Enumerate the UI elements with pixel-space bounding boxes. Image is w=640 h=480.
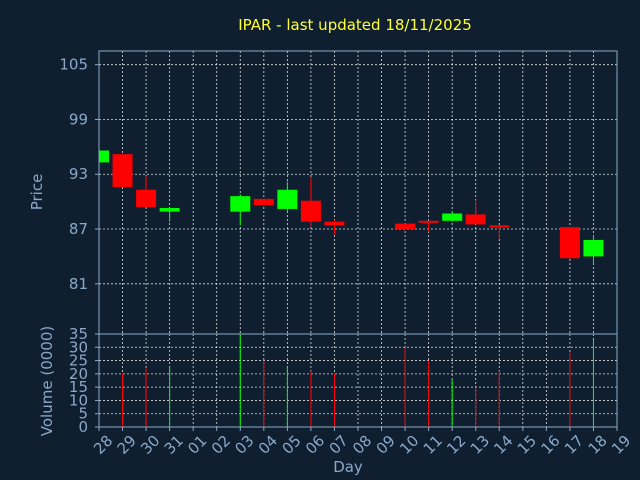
volume-tick-label: 30 xyxy=(69,338,88,356)
candle-body xyxy=(465,214,486,225)
candle-body xyxy=(99,150,109,163)
x-tick-label: 28 xyxy=(90,432,116,458)
volume-bars xyxy=(122,334,594,427)
candle-body xyxy=(277,189,298,209)
candle-body xyxy=(489,225,510,228)
candle-body xyxy=(136,189,157,208)
candle-body xyxy=(112,154,133,188)
x-tick-label: 29 xyxy=(114,432,140,458)
candle-body xyxy=(159,208,180,212)
volume-grid xyxy=(99,334,617,427)
volume-tick-label: 0 xyxy=(78,418,88,436)
volume-tick-label: 5 xyxy=(78,405,88,423)
x-tick-label: 31 xyxy=(161,432,187,458)
candle-body xyxy=(230,196,251,212)
x-tick-label: 15 xyxy=(514,432,540,458)
candles xyxy=(98,150,604,265)
x-tick-label: 13 xyxy=(467,432,493,458)
candle-body xyxy=(418,220,439,223)
candle-body xyxy=(395,223,416,230)
volume-tick-label: 15 xyxy=(69,378,88,396)
x-ticks: 2829303101020304050607080910111213141516… xyxy=(90,427,634,458)
x-tick-label: 16 xyxy=(537,432,563,458)
x-tick-label: 19 xyxy=(608,432,634,458)
candle-body xyxy=(583,239,604,257)
price-y-ticks: 105 99 93 87 81 xyxy=(59,56,99,293)
x-tick-label: 17 xyxy=(561,432,587,458)
chart-title: IPAR - last updated 18/11/2025 xyxy=(238,16,472,34)
volume-tick-label: 25 xyxy=(69,352,88,370)
x-tick-label: 02 xyxy=(208,432,234,458)
x-tick-label: 03 xyxy=(231,432,257,458)
x-tick-label: 18 xyxy=(585,432,611,458)
x-tick-label: 14 xyxy=(490,432,516,458)
x-tick-label: 05 xyxy=(278,432,304,458)
price-tick-label: 99 xyxy=(69,110,88,128)
candle-body xyxy=(253,198,274,206)
candle-body xyxy=(442,213,463,221)
candle-body xyxy=(300,200,321,222)
volume-tick-label: 20 xyxy=(69,365,88,383)
x-tick-label: 30 xyxy=(137,432,163,458)
price-grid xyxy=(99,51,617,334)
candle-body xyxy=(559,227,580,259)
price-tick-label: 105 xyxy=(59,56,88,74)
price-tick-label: 87 xyxy=(69,220,88,238)
x-tick-label: 12 xyxy=(443,432,469,458)
x-tick-label: 09 xyxy=(373,432,399,458)
x-tick-label: 07 xyxy=(326,432,352,458)
price-tick-label: 93 xyxy=(69,165,88,183)
x-tick-label: 08 xyxy=(349,432,375,458)
x-tick-label: 06 xyxy=(302,432,328,458)
volume-axis-label: Volume (0000) xyxy=(38,326,56,436)
x-tick-label: 11 xyxy=(420,432,446,458)
x-tick-label: 01 xyxy=(184,432,210,458)
price-axis-label: Price xyxy=(28,174,46,211)
price-tick-label: 81 xyxy=(69,275,88,293)
x-axis-label: Day xyxy=(333,458,363,476)
x-tick-label: 10 xyxy=(396,432,422,458)
volume-tick-label: 35 xyxy=(69,325,88,343)
x-tick-label: 04 xyxy=(255,432,281,458)
candle-body xyxy=(324,221,345,226)
volume-tick-label: 10 xyxy=(69,391,88,409)
